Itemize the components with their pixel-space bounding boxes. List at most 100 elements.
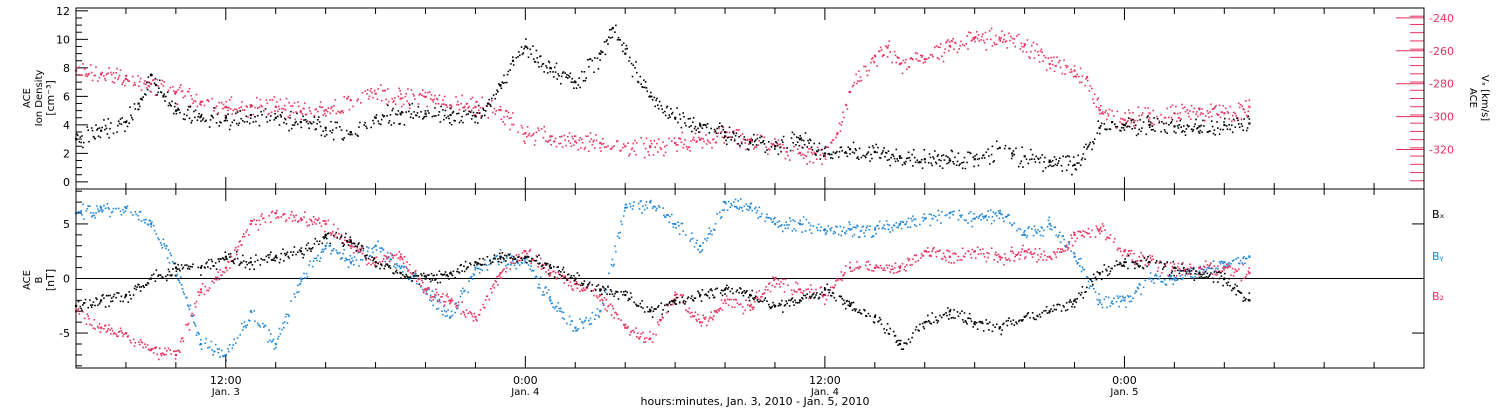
density-dot bbox=[897, 160, 899, 162]
bx-blue-dot bbox=[97, 208, 99, 211]
bx-black-dot bbox=[396, 272, 399, 274]
bx-blue-dot bbox=[928, 213, 931, 215]
density-dot bbox=[341, 138, 344, 140]
bx-blue-dot bbox=[625, 203, 628, 206]
bz-red-dot bbox=[1077, 230, 1079, 233]
bx-blue-dot bbox=[857, 225, 859, 228]
bz-red-dot bbox=[649, 330, 651, 333]
bx-black-dot bbox=[602, 286, 605, 289]
density-dot bbox=[735, 132, 738, 134]
velocity-dot bbox=[1228, 118, 1230, 120]
bz-red-dot bbox=[285, 219, 288, 221]
velocity-dot bbox=[1040, 48, 1043, 51]
bx-blue-dot bbox=[107, 207, 110, 209]
bx-blue-dot bbox=[507, 263, 510, 266]
bz-red-dot bbox=[636, 332, 639, 334]
bx-blue-dot bbox=[79, 211, 82, 213]
bz-red-dot bbox=[520, 256, 523, 259]
bz-red-dot bbox=[686, 310, 689, 313]
bz-red-dot bbox=[964, 252, 967, 255]
bx-blue-dot bbox=[530, 265, 532, 267]
bx-blue-dot bbox=[758, 206, 760, 209]
bz-red-dot bbox=[899, 265, 902, 267]
bx-blue-dot bbox=[1115, 301, 1118, 303]
density-dot bbox=[669, 116, 671, 118]
bz-red-dot bbox=[535, 254, 538, 257]
bz-red-dot bbox=[793, 289, 795, 292]
bz-red-dot bbox=[161, 352, 164, 354]
velocity-point bbox=[324, 109, 327, 112]
density-dot bbox=[431, 115, 434, 118]
bx-blue-dot bbox=[1176, 279, 1178, 281]
velocity-dot bbox=[947, 39, 949, 41]
bx-blue-dot bbox=[218, 348, 220, 350]
velocity-dot bbox=[703, 140, 705, 143]
bx-black-dot bbox=[452, 270, 455, 273]
velocity-dot bbox=[808, 148, 810, 150]
bx-black-dot bbox=[761, 300, 764, 303]
velocity-dot bbox=[873, 61, 876, 64]
bz-red-dot bbox=[994, 253, 996, 256]
bx-blue-dot bbox=[245, 326, 248, 329]
bx-black-dot bbox=[168, 270, 171, 273]
bx-blue-dot bbox=[767, 216, 769, 219]
bx-black-dot bbox=[691, 295, 693, 297]
bz-red-dot bbox=[270, 211, 273, 214]
velocity-dot bbox=[122, 81, 124, 84]
velocity-dot bbox=[505, 110, 507, 112]
density-dot bbox=[450, 123, 453, 126]
bx-blue-dot bbox=[983, 215, 986, 218]
bz-red-dot bbox=[482, 303, 484, 306]
bx-black-dot bbox=[142, 284, 144, 287]
density-dot bbox=[589, 58, 592, 60]
density-dot bbox=[654, 105, 656, 108]
bz-red-dot bbox=[284, 220, 287, 223]
density-dot bbox=[684, 122, 686, 124]
density-dot bbox=[1067, 164, 1070, 166]
bz-red-dot bbox=[78, 313, 81, 315]
bz-red-dot bbox=[996, 261, 999, 263]
velocity-dot bbox=[1240, 118, 1243, 121]
bx-blue-dot bbox=[570, 320, 573, 322]
bz-red-dot bbox=[112, 333, 115, 335]
density-dot bbox=[108, 136, 110, 139]
bx-blue-dot bbox=[690, 238, 692, 241]
density-dot bbox=[174, 102, 177, 105]
bx-blue-dot bbox=[430, 300, 433, 302]
velocity-dot bbox=[1176, 120, 1178, 123]
bz-red-dot bbox=[333, 236, 336, 238]
bz-red-dot bbox=[379, 261, 381, 263]
density-dot bbox=[1162, 122, 1165, 125]
bz-red-dot bbox=[1134, 263, 1136, 266]
bx-blue-dot bbox=[414, 273, 416, 275]
velocity-dot bbox=[662, 141, 664, 143]
velocity-dot bbox=[491, 100, 493, 102]
bx-blue-dot bbox=[719, 211, 721, 214]
bx-black-dot bbox=[242, 254, 244, 257]
bz-red-dot bbox=[933, 246, 935, 249]
velocity-dot bbox=[521, 127, 524, 129]
bz-red-dot bbox=[1235, 270, 1237, 272]
density-dot bbox=[523, 47, 525, 50]
velocity-dot bbox=[668, 137, 670, 140]
velocity-dot bbox=[827, 146, 829, 148]
bx-blue-dot bbox=[982, 217, 985, 220]
bx-blue-dot bbox=[481, 269, 483, 272]
bx-black-dot bbox=[651, 316, 654, 318]
density-dot bbox=[1012, 150, 1015, 152]
velocity-dot bbox=[167, 89, 170, 92]
velocity-dot bbox=[1113, 115, 1115, 117]
density-point bbox=[374, 116, 377, 119]
velocity-dot bbox=[543, 125, 545, 128]
bz-red-dot bbox=[1012, 252, 1015, 255]
bx-blue-dot bbox=[1156, 278, 1159, 280]
bz-red-dot bbox=[317, 219, 319, 221]
bx-blue-dot bbox=[1124, 296, 1126, 299]
density-dot bbox=[1119, 129, 1121, 132]
bx-black-dot bbox=[482, 257, 484, 260]
velocity-dot bbox=[187, 90, 190, 93]
bx-blue-dot bbox=[204, 342, 206, 344]
velocity-dot bbox=[437, 103, 440, 105]
bx-blue-dot bbox=[92, 212, 95, 214]
velocity-dot bbox=[1212, 108, 1215, 110]
